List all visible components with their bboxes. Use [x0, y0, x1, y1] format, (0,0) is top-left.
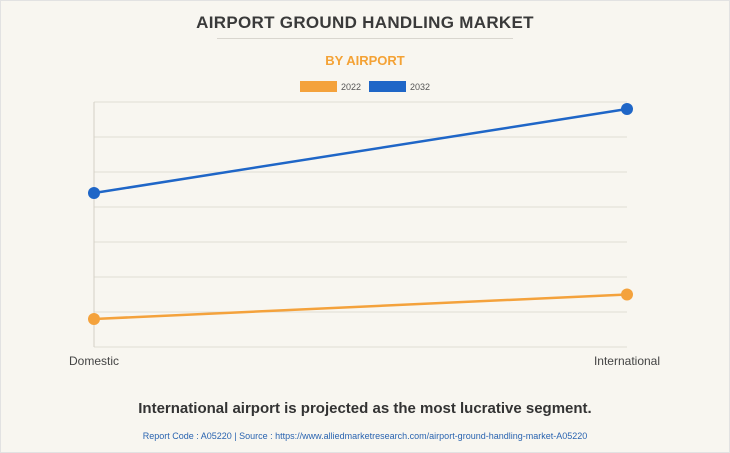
- legend-item-2032: 2032: [369, 81, 430, 92]
- chart-title: AIRPORT GROUND HANDLING MARKET: [196, 13, 534, 32]
- legend-label-2032: 2032: [410, 81, 431, 92]
- legend-label-2022: 2022: [340, 81, 361, 92]
- line-chart-plot: Domestic International: [69, 101, 660, 368]
- data-point-2032: [621, 103, 633, 115]
- series-line-2032: [93, 107, 628, 195]
- data-point-2032: [88, 187, 100, 199]
- x-tick-label: Domestic: [69, 354, 119, 368]
- data-point-2022: [88, 313, 100, 325]
- data-point-2022: [621, 288, 633, 301]
- title-divider: [217, 38, 513, 39]
- x-tick-label: International: [594, 354, 660, 368]
- legend-swatch-2022: [299, 81, 337, 92]
- report-source-line: Report Code : A05220 | Source : https://…: [142, 431, 588, 441]
- legend-item-2022: 2022: [299, 81, 361, 92]
- legend-swatch-2032: [369, 81, 406, 92]
- chart-legend: 2022 2032: [1, 81, 729, 92]
- series-line-2022: [93, 293, 628, 321]
- chart-footer-headline: International airport is projected as th…: [138, 400, 592, 417]
- chart-subtitle: BY AIRPORT: [325, 53, 405, 68]
